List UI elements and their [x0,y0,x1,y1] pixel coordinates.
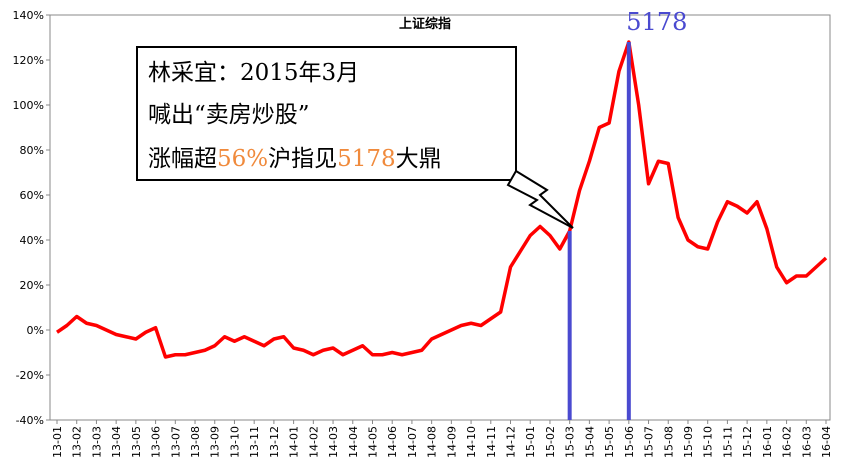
x-tick-label: 14-01 [288,426,301,458]
x-tick-label: 13-01 [51,426,64,458]
callout-line: 喊出“卖房炒股” [148,102,310,128]
chart-title: 上证综指 [399,16,451,32]
x-tick-label: 15-08 [662,426,675,458]
x-tick-label: 15-06 [623,426,636,458]
x-tick-label: 14-06 [386,426,399,458]
x-tick-label: 13-02 [71,426,84,458]
y-tick-label: -40% [16,414,44,427]
x-tick-label: 14-07 [406,426,419,458]
x-tick-label: 16-01 [761,426,774,458]
y-tick-label: 140% [13,9,44,22]
x-tick-label: 14-08 [426,426,439,458]
x-tick-label: 13-12 [268,426,281,458]
y-tick-label: -20% [16,369,44,382]
callout-text: 涨幅超 [148,146,217,172]
data-line [56,40,828,359]
x-tick-label: 15-09 [682,426,695,458]
x-tick-label: 14-02 [307,426,320,458]
callout-highlight: 56% [217,146,268,172]
x-tick-label: 13-09 [209,426,222,458]
x-tick-label: 14-10 [465,426,478,458]
x-tick-label: 13-04 [110,426,123,458]
x-tick-label: 14-11 [485,426,498,458]
callout-line: 涨幅超56%沪指见5178大鼎 [148,146,442,172]
x-tick-label: 13-10 [228,426,241,458]
plot: -40% -20% 0% 20% 40% 60% 80% 100% 120% 140% 13-01 1… [13,9,833,458]
x-tick-label: 13-11 [248,426,261,458]
x-tick-label: 14-05 [366,426,379,458]
x-tick-label: 15-12 [741,426,754,458]
y-tick-label: 20% [20,279,44,292]
peak-label: 5178 [626,8,687,36]
plot-frame [49,14,831,421]
callout-text: 沪指见 [268,146,337,172]
x-tick-label: 15-10 [702,426,715,458]
callout-box [136,46,517,181]
x-tick-label: 15-03 [564,426,577,458]
x-tick-label: 14-04 [347,426,360,458]
y-tick-label: 60% [20,189,44,202]
x-tick-label: 15-04 [583,426,596,458]
x-tick-label: 15-05 [603,426,616,458]
x-tick-label: 14-12 [505,426,518,458]
x-tick-label: 15-11 [721,426,734,458]
callout-arrow [506,169,574,229]
callout-highlight: 5178 [337,146,396,172]
y-tick-label: 80% [20,144,44,157]
x-tick-label: 15-02 [544,426,557,458]
x-tick-label: 14-09 [445,426,458,458]
x-tick-label: 15-01 [524,426,537,458]
y-tick-label: 120% [13,54,44,67]
x-tick-label: 13-07 [169,426,182,458]
x-tick-label: 14-03 [327,426,340,458]
y-tick-label: 40% [20,234,44,247]
x-tick-label: 13-08 [189,426,202,458]
callout-text: 大鼎 [396,146,442,172]
x-tick-label: 13-03 [90,426,103,458]
y-tick-label: 0% [27,324,44,337]
x-tick-label: 16-03 [800,426,813,458]
x-tick-label: 13-06 [150,426,163,458]
x-tick-label: 13-05 [130,426,143,458]
x-tick-label: 16-02 [781,426,794,458]
x-tick-label: 16-04 [820,426,833,458]
callout-line: 林采宜：2015年3月 [148,60,359,86]
x-tick-label: 15-07 [643,426,656,458]
y-tick-label: 100% [13,99,44,112]
